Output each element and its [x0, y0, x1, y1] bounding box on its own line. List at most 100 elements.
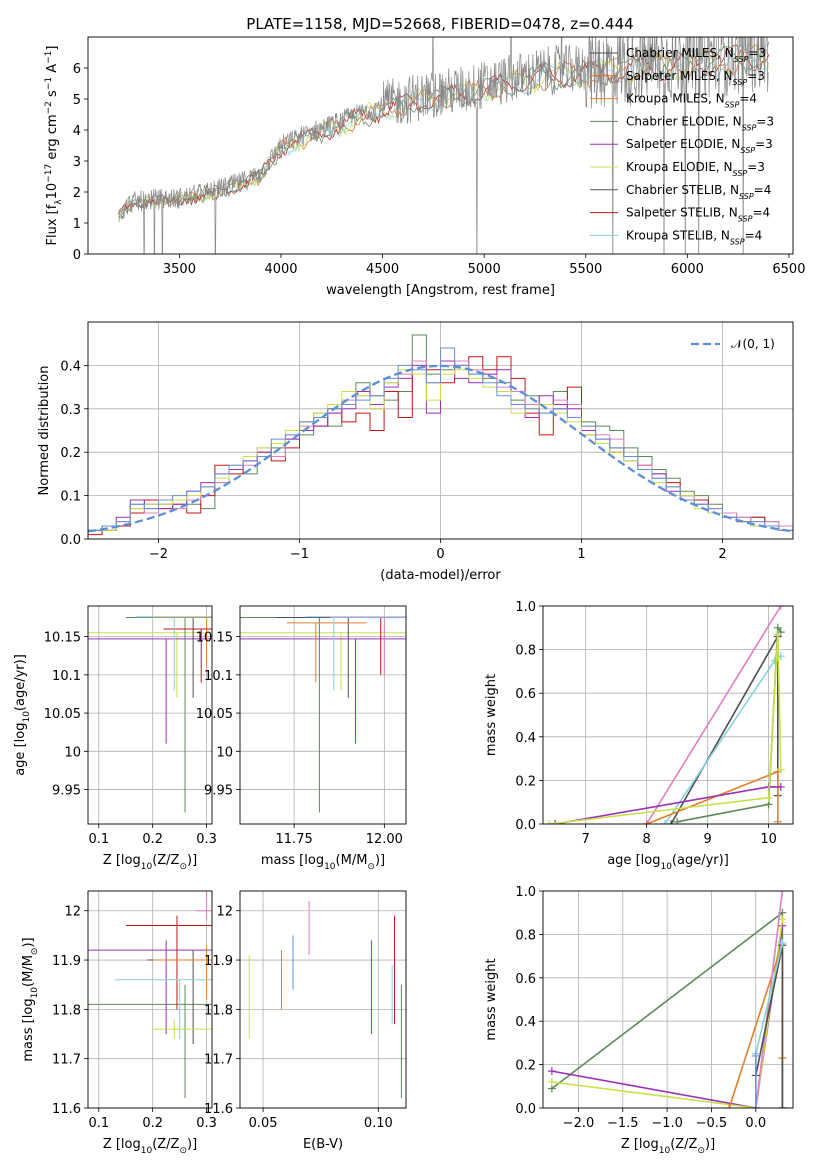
weight-marker [751, 1051, 760, 1060]
legend-entry-sub: SSP [733, 169, 748, 178]
x-axis-label-part: )] [375, 853, 385, 868]
legend-entry-sub: SSP [730, 237, 745, 246]
x-tick-label: 12.00 [366, 832, 403, 847]
y-tick-label: 11.8 [204, 1003, 233, 1018]
y-tick-label: 0.0 [515, 1102, 536, 1117]
weight-marker [776, 782, 785, 791]
y-tick-label: 11.7 [52, 1053, 81, 1068]
plot-area [545, 606, 785, 824]
legend-entry-n: =4 [754, 183, 772, 197]
y-tick-label: 0.2 [60, 446, 81, 461]
legend-entry-n: =3 [756, 114, 774, 128]
plot-area [240, 616, 406, 813]
legend-entry-name: Salpeter STELIB, N [626, 206, 738, 220]
y-tick-label: 0.4 [60, 359, 81, 374]
x-axis-label-part: wavelength [Angstrom, rest frame] [326, 283, 555, 298]
legend-entry-n: =3 [748, 46, 766, 60]
y-axis-label-part: 10 [45, 183, 60, 200]
legend-entry: Salpeter ELODIE, NSSP=3 [626, 137, 773, 155]
x-tick-label: 0 [436, 547, 444, 562]
legend-entry-n: =4 [739, 92, 757, 106]
x-axis-label-part: mass [log [261, 853, 324, 868]
x-axis-label: age [log10(age/yr)] [607, 853, 729, 872]
x-tick-label: −2.0 [563, 1116, 595, 1131]
legend-entry-sub: SSP [725, 100, 740, 109]
y-tick-label: 1 [73, 217, 81, 232]
normal-curve [88, 364, 793, 533]
weight-marker [773, 630, 782, 639]
y-tick-label: 0.2 [515, 774, 536, 789]
y-tick-label: 0.0 [515, 818, 536, 833]
y-axis-label-part: )] [21, 937, 36, 947]
y-tick-label: 0.2 [515, 1059, 536, 1074]
weight-marker [660, 820, 669, 824]
x-tick-label: 11.75 [276, 832, 313, 847]
x-tick-label: 1 [577, 547, 585, 562]
weight-marker [547, 1067, 556, 1076]
plot-area [88, 616, 212, 813]
x-axis-label-part: ⊙ [179, 862, 187, 872]
y-axis-label: mass weight [484, 958, 499, 1040]
weight-marker [776, 606, 785, 610]
histogram-series [88, 360, 793, 539]
x-tick-label: −1 [290, 547, 309, 562]
axes-frame [239, 605, 407, 825]
y-tick-label: 0.8 [515, 644, 536, 659]
y-tick-label: 12 [64, 905, 81, 920]
x-axis-label: Z [log10(Z/Z⊙)] [103, 1137, 197, 1156]
plot-area [88, 334, 793, 539]
x-axis-label-part: age [log [607, 853, 660, 868]
y-tick-label: 3 [73, 155, 81, 170]
weight-marker [773, 817, 782, 824]
y-axis-label-part: ⊙ [30, 948, 40, 956]
x-tick-label: 5000 [468, 262, 501, 277]
legend-entry-name: Salpeter ELODIE, N [626, 137, 740, 151]
legend-entry-name: Chabrier ELODIE, N [626, 114, 742, 128]
x-axis-label-part: )] [705, 1137, 715, 1152]
legend-entry-name: Chabrier STELIB, N [626, 183, 739, 197]
y-tick-label: 2 [73, 186, 81, 201]
x-tick-label: 0.0 [745, 1116, 766, 1131]
legend-entry-n: =3 [755, 137, 773, 151]
legend-entry: Salpeter STELIB, NSSP=4 [626, 206, 770, 224]
y-axis-label-part: 10 [22, 711, 32, 723]
y-axis-label: mass weight [484, 674, 499, 756]
x-tick-label: −1.5 [607, 1116, 639, 1131]
x-tick-label: 2 [718, 547, 726, 562]
x-tick-label: 4000 [264, 262, 297, 277]
axes-frame [239, 890, 407, 1109]
y-axis-label-part: −1 [44, 77, 54, 90]
x-axis-label: mass [log10(M/M⊙)] [261, 853, 385, 872]
x-tick-label: 7 [582, 832, 590, 847]
panel-7: 0.05 0.10 11.6 11.7 11.8 11.9 12 E(B-V) [204, 890, 407, 1152]
x-axis-label-part: 10 [324, 862, 336, 872]
y-axis-label-part: s [45, 90, 60, 101]
x-axis-label-part: 10 [141, 862, 153, 872]
y-tick-label: 9.95 [204, 784, 233, 799]
x-axis-label: E(B-V) [303, 1137, 343, 1152]
y-tick-label: 11.9 [204, 954, 233, 969]
weight-marker [770, 656, 779, 665]
x-tick-label: −2 [149, 547, 168, 562]
y-tick-label: 0.8 [515, 928, 536, 943]
legend-entry-name: Kroupa MILES, N [626, 92, 725, 106]
y-tick-label: 11.7 [204, 1053, 233, 1068]
y-axis-label: mass [log10(M/M⊙)] [21, 937, 40, 1061]
legend-entry-n: =4 [745, 228, 763, 242]
x-tick-label: 8 [643, 832, 651, 847]
y-axis-label: Flux [fλ10−17 erg cm−2 s−1 A−1] [44, 46, 64, 246]
x-tick-label: 0.2 [142, 832, 163, 847]
plot-area [547, 891, 787, 1108]
x-axis-label-part: (M/M [336, 853, 368, 868]
x-axis-label-part: Z [log [621, 1137, 659, 1152]
weight-marker [778, 1104, 787, 1108]
y-axis-label: Normed distribution [37, 366, 52, 496]
weight-marker [725, 1104, 734, 1108]
y-tick-label: 10.05 [196, 707, 233, 722]
y-axis-label-part: ] [45, 46, 60, 51]
y-tick-label: 10 [216, 745, 233, 760]
